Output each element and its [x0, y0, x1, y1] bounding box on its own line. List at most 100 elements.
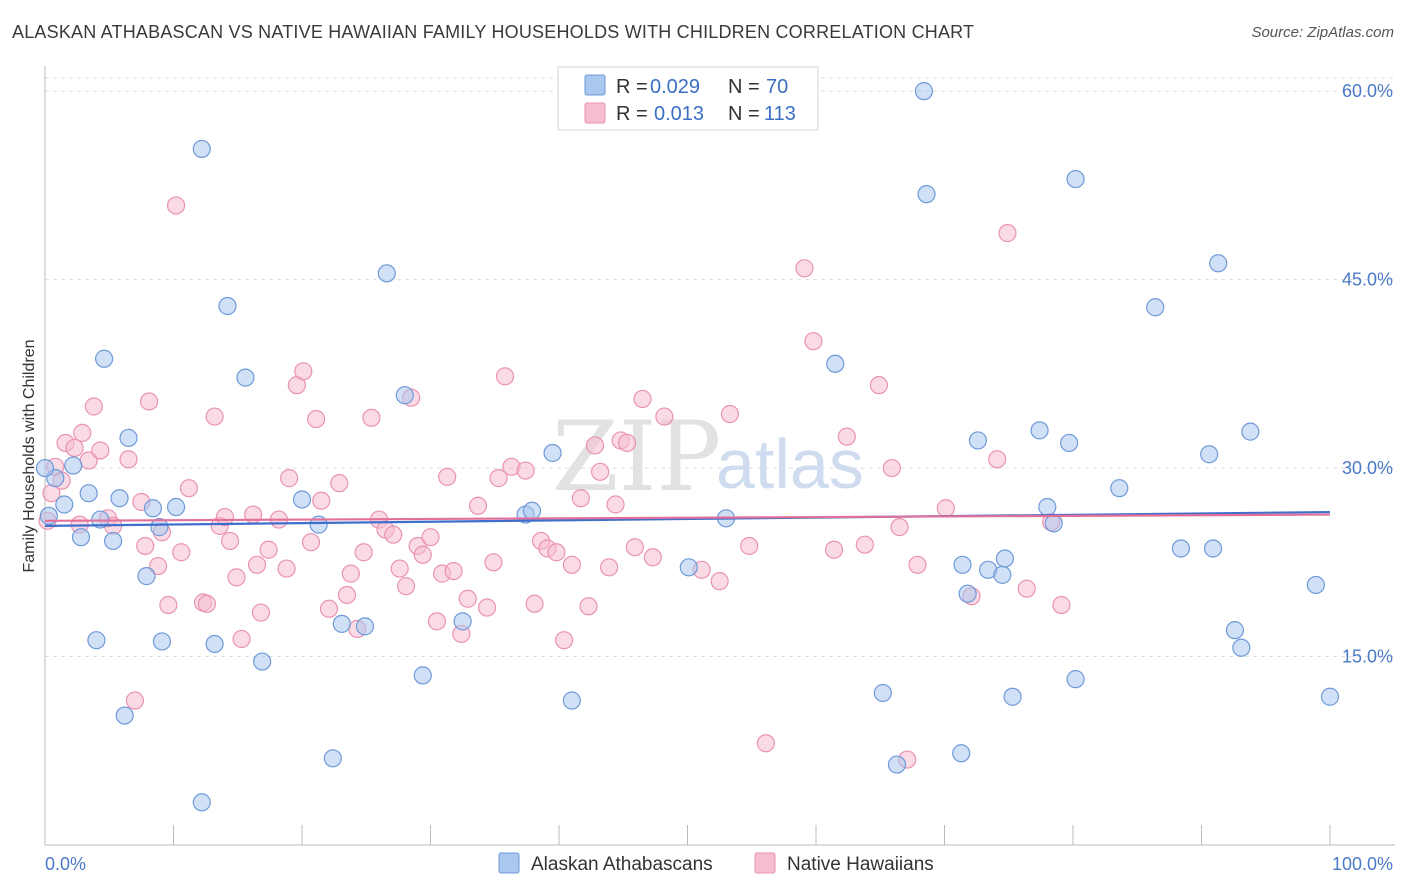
athabascan-point-6: [87, 631, 106, 650]
athabascan-point-46: [958, 584, 977, 603]
series-legend-swatch-blue: [498, 852, 520, 874]
athabascan-point-18: [192, 139, 211, 159]
athabascan-point-49: [993, 565, 1012, 584]
hawaiian-point-33: [247, 555, 267, 574]
hawaiian-point-22: [172, 543, 191, 562]
hawaiian-point-80: [579, 597, 598, 616]
trend-lines: [44, 510, 1331, 527]
athabascan-point-43: [917, 185, 936, 204]
athabascan-point-24: [292, 490, 312, 509]
hawaiian-point-72: [516, 461, 535, 480]
athabascan-point-13: [137, 567, 156, 586]
hawaiian-point-26: [205, 407, 224, 426]
athabascan-point-29: [377, 264, 396, 283]
athabascan-point-21: [218, 296, 237, 316]
hawaiian-point-34: [251, 603, 270, 622]
hawaiian-point-45: [330, 474, 349, 493]
hawaiian-trend-line: [44, 513, 1331, 522]
hawaiian-point-106: [936, 499, 955, 518]
hawaiian-point-78: [562, 555, 581, 574]
athabascan-point-50: [995, 549, 1014, 568]
hawaiian-point-40: [294, 362, 313, 381]
chart-title: ALASKAN ATHABASCAN VS NATIVE HAWAIIAN FA…: [12, 22, 975, 42]
hawaiian-point-54: [390, 559, 409, 578]
athabascan-point-17: [166, 497, 186, 517]
hawaiian-point-81: [585, 436, 605, 455]
series-legend-label-blue: Alaskan Athabascans: [531, 854, 713, 875]
athabascan-point-65: [1232, 638, 1251, 657]
hawaiian-point-102: [882, 458, 901, 478]
hawaiian-point-21: [166, 196, 186, 215]
hawaiian-point-43: [312, 491, 331, 510]
hawaiian-point-77: [555, 631, 574, 650]
hawaiian-point-13: [119, 450, 138, 469]
athabascan-point-3: [64, 456, 83, 475]
athabascan-point-64: [1225, 621, 1245, 640]
hawaiian-point-89: [643, 548, 662, 567]
hawaiian-point-97: [804, 332, 823, 351]
athabascan-point-55: [1060, 433, 1079, 453]
hawaiian-point-112: [1052, 595, 1071, 615]
athabascan-point-37: [679, 558, 698, 577]
hawaiian-point-53: [384, 525, 403, 544]
hawaiian-point-18: [148, 556, 168, 576]
athabascan-point-52: [1030, 421, 1049, 440]
athabascan-point-44: [952, 744, 971, 763]
gridlines: [45, 77, 1395, 658]
athabascan-point-20: [205, 634, 224, 654]
athabascan-point-8: [95, 349, 114, 368]
athabascan-point-30: [395, 386, 414, 405]
hawaiian-point-69: [489, 469, 508, 488]
hawaiian-point-55: [396, 577, 416, 596]
athabascan-point-15: [150, 518, 169, 537]
legend-n-label-0: N =: [728, 76, 760, 98]
x-tick-label-0: 0.0%: [45, 854, 86, 874]
hawaiian-point-16: [136, 536, 155, 556]
series-legend: Alaskan Athabascans Native Hawaiians: [498, 852, 934, 875]
hawaiian-point-94: [740, 536, 759, 556]
hawaiian-point-92: [710, 572, 729, 591]
athabascan-point-4: [71, 528, 91, 547]
athabascan-point-22: [236, 368, 255, 387]
athabascan-point-31: [413, 666, 432, 685]
series-legend-swatch-pink: [754, 852, 776, 874]
hawaiian-point-67: [477, 598, 497, 617]
hawaiian-point-9: [84, 397, 103, 416]
hawaiian-point-95: [756, 734, 775, 753]
hawaiian-point-50: [362, 408, 381, 427]
athabascan-point-63: [1209, 254, 1228, 273]
athabascan-point-60: [1171, 539, 1191, 558]
hawaiian-point-25: [197, 594, 217, 613]
hawaiian-point-73: [525, 594, 544, 613]
hawaiian-point-65: [458, 589, 477, 608]
hawaiian-point-99: [837, 427, 856, 446]
hawaiian-point-76: [547, 543, 566, 562]
legend-r-label-0: R =: [616, 76, 648, 98]
athabascan-point-54: [1044, 514, 1063, 533]
hawaiian-point-68: [484, 553, 503, 572]
hawaiian-point-14: [125, 691, 145, 710]
hawaiian-point-46: [337, 585, 357, 605]
hawaiian-point-63: [444, 561, 463, 581]
alaskan-athabascans-points: [35, 82, 1340, 812]
hawaiian-point-35: [259, 540, 278, 559]
legend-n-label-1: N =: [728, 103, 760, 125]
hawaiian-point-70: [495, 367, 515, 386]
hawaiian-point-59: [421, 528, 440, 547]
axes: [44, 66, 1395, 846]
source-label: Source: ZipAtlas.com: [1251, 24, 1394, 41]
athabascan-point-58: [1110, 479, 1129, 498]
athabascan-point-35: [543, 443, 562, 463]
legend-n-value-1: 113: [764, 103, 796, 125]
hawaiian-point-37: [277, 559, 296, 578]
hawaiian-point-93: [720, 404, 740, 424]
y-tick-label-3: 60.0%: [1342, 81, 1393, 101]
athabascan-point-2: [55, 495, 74, 514]
hawaiian-point-60: [427, 612, 447, 631]
hawaiian-point-96: [795, 259, 814, 278]
hawaiian-point-47: [341, 564, 360, 583]
hawaiian-point-5: [65, 438, 84, 458]
series-legend-label-pink: Native Hawaiians: [787, 854, 934, 875]
hawaiian-point-17: [139, 392, 159, 411]
